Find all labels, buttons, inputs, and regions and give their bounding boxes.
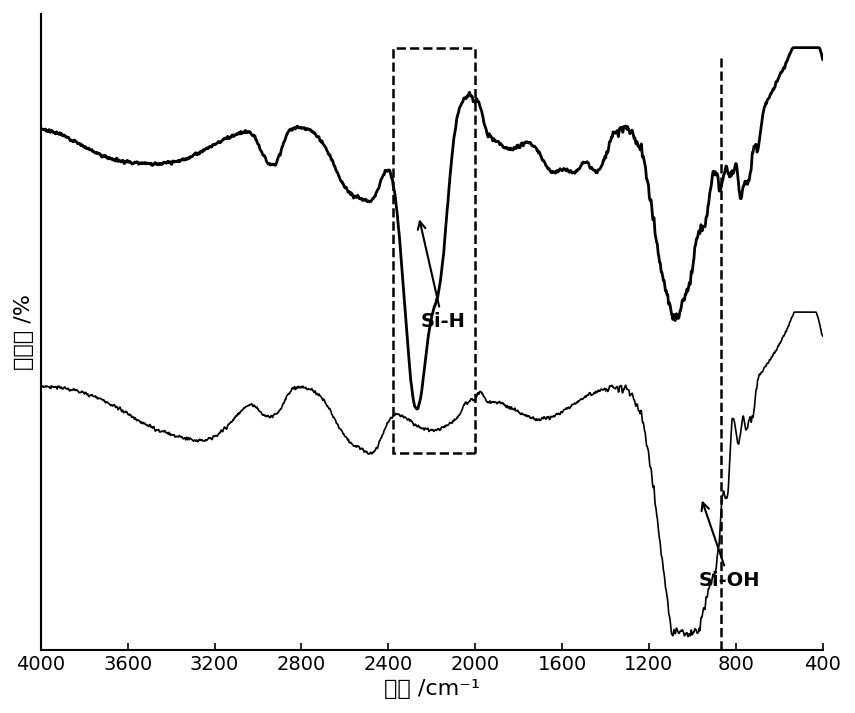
Text: Si-H: Si-H xyxy=(418,222,465,331)
Text: Si-OH: Si-OH xyxy=(699,503,760,590)
Y-axis label: 反射率 /%: 反射率 /% xyxy=(14,294,34,370)
X-axis label: 波数 /cm⁻¹: 波数 /cm⁻¹ xyxy=(384,679,480,699)
Bar xyxy=(392,48,475,453)
